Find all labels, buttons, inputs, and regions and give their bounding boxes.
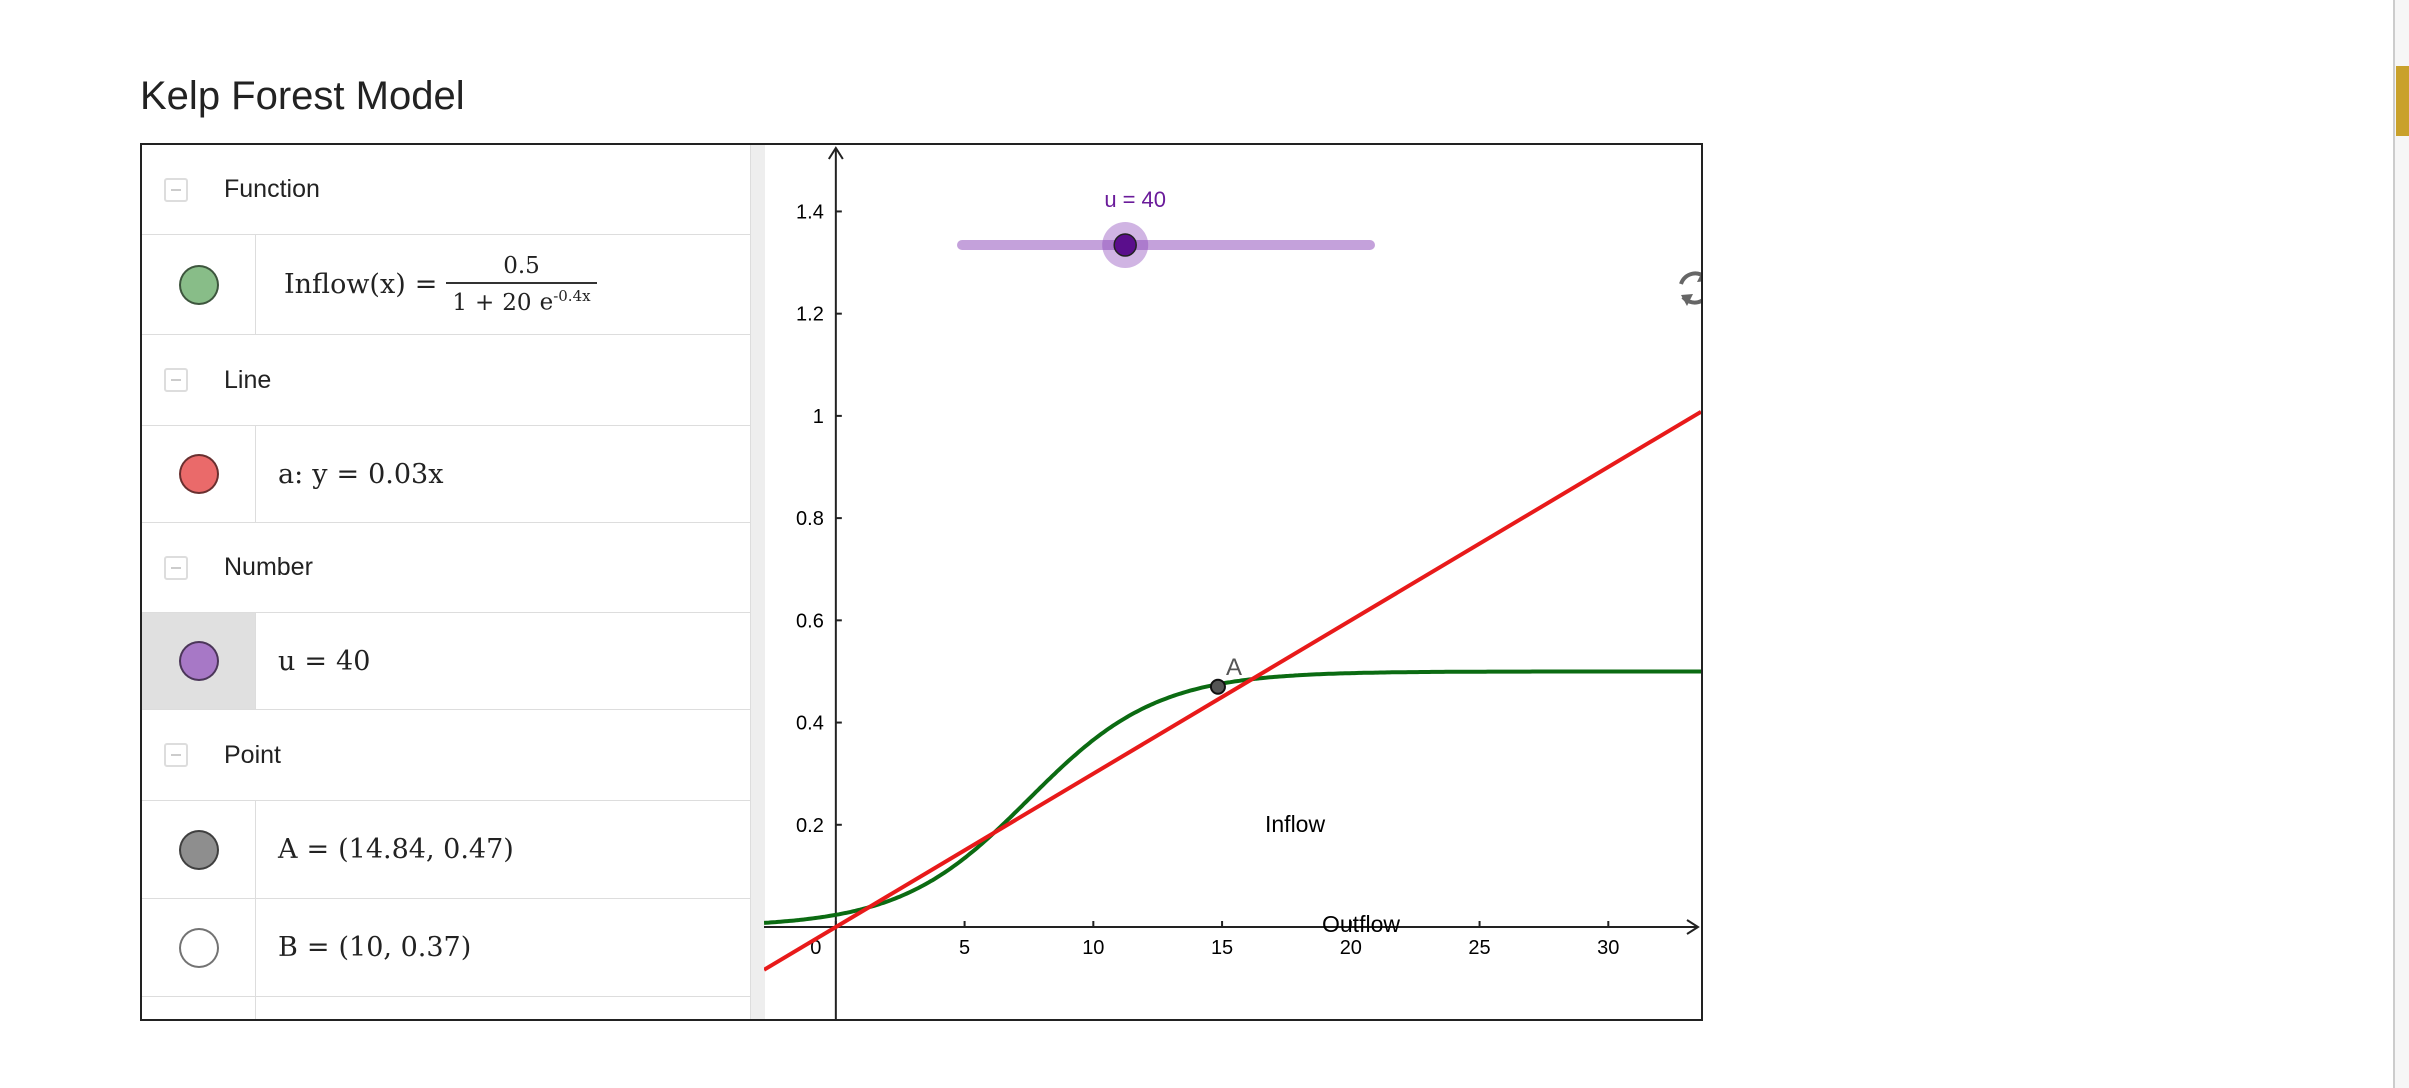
- x-tick-label: 25: [1468, 937, 1490, 959]
- numerator: 0.5: [503, 253, 540, 280]
- point-row[interactable]: B = 10 0.37: [142, 899, 750, 997]
- coord-y: 0.37: [400, 932, 461, 963]
- plus: +: [475, 289, 495, 316]
- y-arrow: [827, 146, 844, 160]
- coord-x: 14.84: [349, 834, 435, 865]
- page-title: Kelp Forest Model: [140, 74, 465, 118]
- splitter[interactable]: [750, 145, 765, 1019]
- algebra-view: Function Inflow(x) = 0.5 1 +20 e-0.4x Line…: [142, 145, 750, 1019]
- y-tick-label: 0.4: [796, 713, 824, 735]
- constant: 1: [452, 289, 467, 316]
- slider-label: u = 40: [1104, 187, 1166, 212]
- slope: 0.03: [368, 458, 429, 490]
- number-value: 40: [336, 645, 371, 677]
- coord-x: 10: [349, 932, 392, 963]
- line-name: a:: [278, 458, 304, 490]
- x-tick-label: 0: [810, 937, 821, 959]
- equals: =: [304, 645, 328, 677]
- equals: =: [306, 834, 330, 865]
- reset-button[interactable]: [1679, 270, 1701, 306]
- exponent: -0.4: [553, 287, 583, 306]
- reset-arrow: [1681, 274, 1701, 306]
- number-name: u: [278, 645, 296, 677]
- visibility-toggle[interactable]: [178, 829, 219, 870]
- line-label: Outflow: [1322, 911, 1400, 937]
- point-row[interactable]: A = 14.84 0.47: [142, 801, 750, 899]
- graphics-view: 0 5 10 15 20 25 30 0.2 0.4 0.6 0.8 1 1.2 1.4 A Inflow Ou…: [764, 146, 1701, 1019]
- collapse[interactable]: [164, 368, 188, 392]
- heading: Line: [224, 365, 272, 394]
- section-header: Point: [142, 710, 750, 801]
- point-name: B: [278, 932, 298, 963]
- y-tick-label: 1: [813, 406, 824, 428]
- slider-knob[interactable]: [1113, 233, 1137, 257]
- x-tick-label: 20: [1340, 937, 1362, 959]
- section-header: Function: [142, 145, 750, 235]
- x-tick-label: 10: [1082, 937, 1104, 959]
- heading: Function: [224, 175, 320, 203]
- point-name: A: [278, 834, 298, 865]
- visibility-toggle[interactable]: [178, 454, 219, 494]
- variable: x: [428, 458, 444, 490]
- section-header: Number: [142, 523, 750, 613]
- applet: Function Inflow(x) = 0.5 1 +20 e-0.4x Line…: [140, 143, 1703, 1021]
- coefficient: 20: [502, 289, 532, 316]
- slider-label-part: 40: [1142, 187, 1166, 212]
- y-tick-label: 0.6: [796, 610, 824, 632]
- outflow-line: [764, 410, 1701, 972]
- point: [1209, 678, 1226, 695]
- visibility-toggle[interactable]: [178, 264, 219, 305]
- visibility-toggle[interactable]: [178, 641, 219, 681]
- curve-label: Inflow: [1265, 811, 1325, 837]
- section-header: Line: [142, 335, 750, 426]
- scrollbar[interactable]: [2393, 0, 2409, 1088]
- slider-label-part: u: [1104, 187, 1116, 212]
- variable: x: [582, 287, 591, 306]
- collapse[interactable]: [164, 555, 188, 580]
- y-tick-label: 1.2: [796, 304, 824, 326]
- base: e: [539, 289, 554, 316]
- collapse[interactable]: [164, 743, 188, 767]
- y-tick-label: 1.4: [796, 201, 824, 223]
- line-row[interactable]: a: y = 0.03x: [142, 426, 750, 523]
- heading: Point: [224, 740, 281, 769]
- y-tick-label: 0.2: [796, 815, 824, 837]
- x-tick-label: 15: [1211, 937, 1233, 959]
- equals: =: [306, 932, 330, 963]
- function-row[interactable]: Inflow(x) = 0.5 1 +20 e-0.4x: [142, 235, 750, 335]
- equals: =: [414, 269, 438, 300]
- heading: Number: [224, 553, 313, 581]
- number-row[interactable]: u = 40: [142, 613, 750, 710]
- scroll-thumb[interactable]: [2396, 66, 2409, 136]
- equals: =: [336, 458, 360, 490]
- x-tick-label: 30: [1597, 937, 1619, 959]
- inflow-curve: [764, 669, 1701, 925]
- y-tick-label: 0.8: [796, 508, 824, 530]
- point-label: A: [1226, 654, 1242, 681]
- slider-label-part: =: [1123, 187, 1136, 212]
- coord-y: 0.47: [443, 834, 504, 865]
- x-tick-label: 5: [959, 937, 970, 959]
- input-row[interactable]: [142, 997, 750, 1019]
- collapse[interactable]: [164, 177, 188, 202]
- visibility-toggle[interactable]: [178, 927, 219, 968]
- x-arrow: [1686, 919, 1700, 935]
- function-name: Inflow(x): [284, 269, 406, 300]
- lhs: y: [312, 458, 328, 490]
